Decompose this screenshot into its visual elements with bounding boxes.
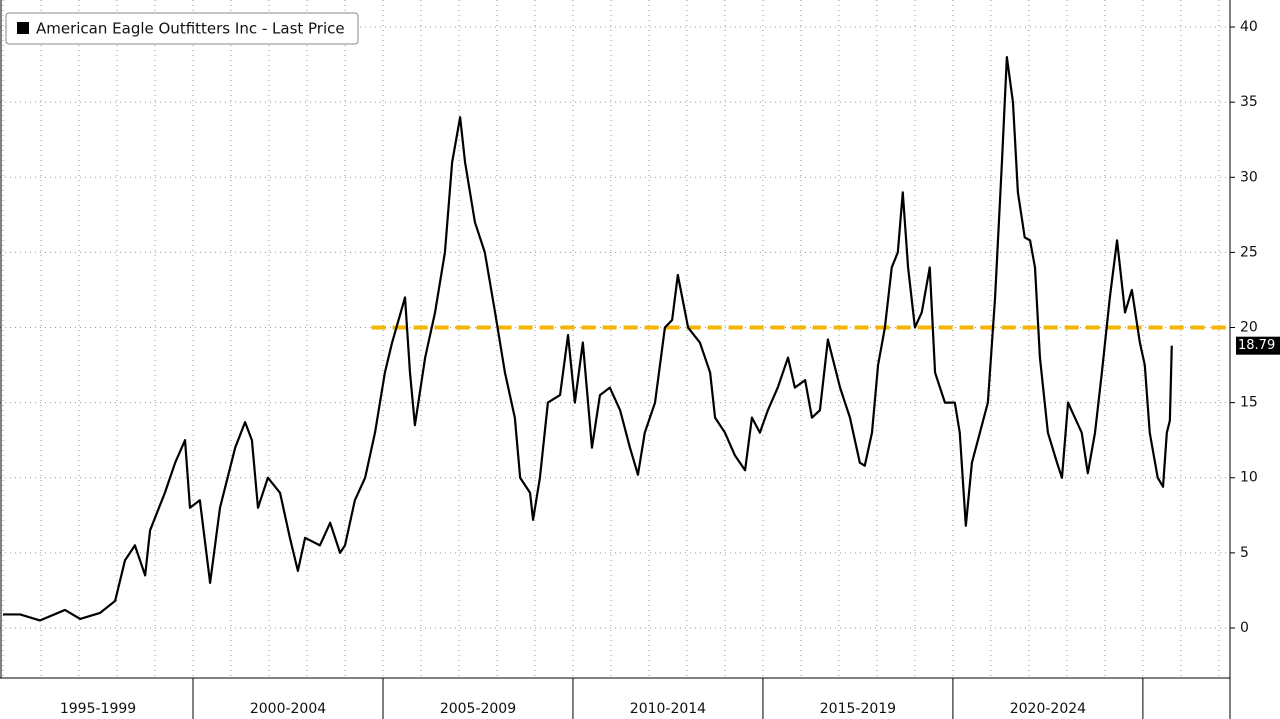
plot — [3, 55, 1228, 622]
y-tick-label: 20 — [1240, 320, 1258, 336]
x-tick-label: 2000-2004 — [250, 701, 326, 717]
legend: American Eagle Outfitters Inc - Last Pri… — [5, 12, 359, 45]
legend-label: American Eagle Outfitters Inc - Last Pri… — [36, 20, 345, 38]
grid — [0, 0, 1228, 678]
y-tick-label: 35 — [1240, 94, 1258, 110]
x-tick-label: 2015-2019 — [820, 701, 896, 717]
y-tick-label: 0 — [1240, 620, 1249, 636]
y-tick-label: 30 — [1240, 169, 1258, 185]
y-tick-label: 15 — [1240, 395, 1258, 411]
x-tick-label: 2020-2024 — [1010, 701, 1086, 717]
x-tick-label: 1995-1999 — [60, 701, 136, 717]
y-tick-label: 40 — [1240, 19, 1258, 35]
price-line — [3, 55, 1173, 622]
legend-swatch — [17, 22, 29, 34]
y-tick-label: 10 — [1240, 470, 1258, 486]
x-tick-label: 2010-2014 — [630, 701, 706, 717]
y-tick-label: 25 — [1240, 244, 1258, 260]
x-tick-label: 2005-2009 — [440, 701, 516, 717]
y-tick-label: 5 — [1240, 545, 1249, 561]
legend-box — [5, 12, 359, 45]
last-value-label: 18.79 — [1238, 338, 1275, 353]
last-value-box — [1236, 336, 1280, 355]
